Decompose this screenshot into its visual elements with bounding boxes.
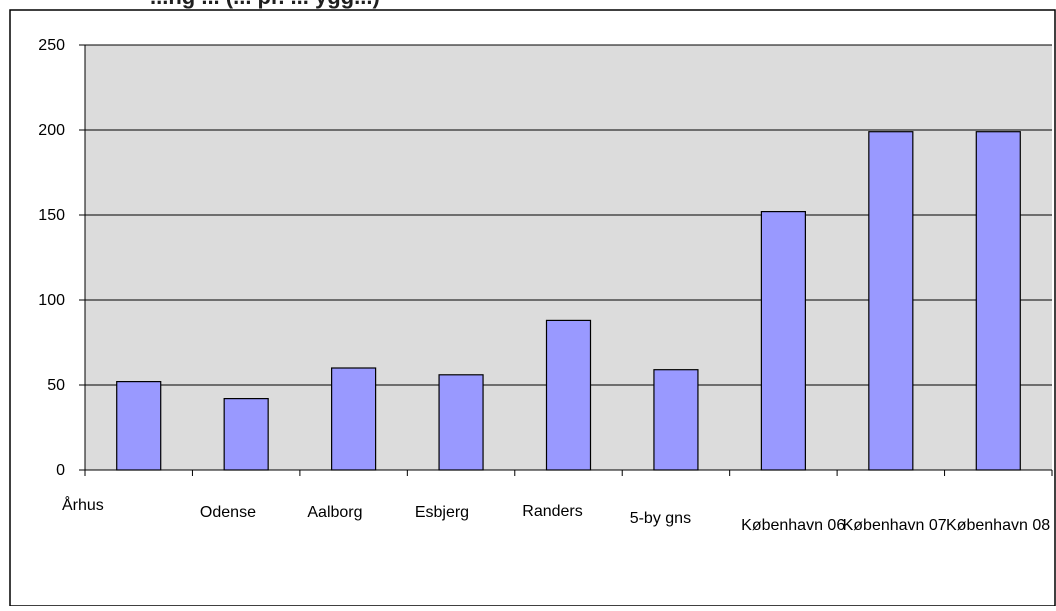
y-tick-label: 0 [56,462,65,479]
x-tick-label: Århus [62,495,104,514]
chart-title-fragment: ...ng ... (... pr. ... ygg...) [150,0,380,9]
x-tick-label: Esbjerg [415,504,469,521]
x-tick-label: København 07 [843,517,947,534]
bar [868,131,914,471]
x-tick-label: 5-by gns [630,510,691,527]
y-tick-label: 150 [38,207,65,224]
bar [223,398,269,471]
bar [438,374,484,471]
bar [545,319,592,471]
bar [331,367,377,471]
y-tick-label: 100 [38,292,65,309]
y-tick-label: 200 [38,122,65,139]
x-tick-label: Odense [200,504,256,521]
plot-area: 0 50 100 150 200 250 Århus Odense Aalborg Esbjerg… [38,37,1053,534]
bar [653,369,699,471]
bar [760,211,806,471]
y-tick-label: 250 [38,37,65,54]
y-tick-label: 50 [47,377,65,394]
x-tick-label: København 08 [946,517,1050,534]
bar [116,381,162,471]
x-tick-label: Randers [522,503,582,520]
x-tick-label: Aalborg [307,504,362,521]
x-tick-label: København 06 [741,517,845,534]
bar [975,131,1021,471]
